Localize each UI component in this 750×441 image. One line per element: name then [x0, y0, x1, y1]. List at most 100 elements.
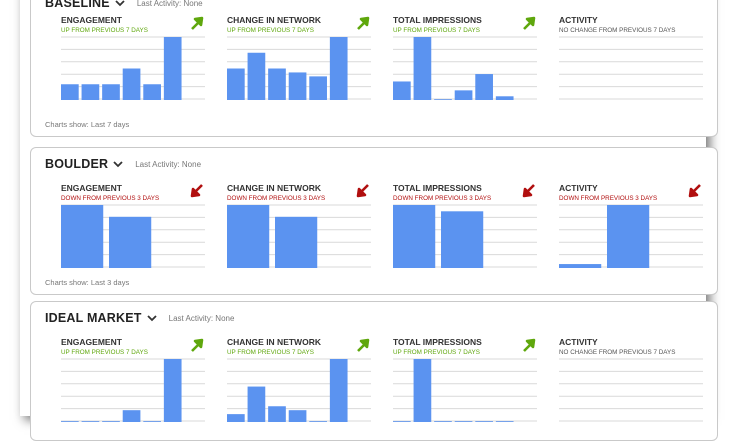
- panel-header: BOULDER Last Activity: None: [45, 156, 201, 172]
- chevron-down-icon[interactable]: [146, 313, 157, 323]
- bar: [495, 421, 514, 422]
- arrow-up-right-icon: [357, 16, 370, 30]
- arrow-up-right-icon: [523, 16, 536, 30]
- bar: [102, 84, 120, 100]
- trend-arrow-icon: [523, 338, 536, 352]
- bar: [275, 216, 318, 268]
- trend-arrow-icon: [357, 16, 370, 30]
- bar: [495, 96, 514, 100]
- metric-status: UP FROM PREVIOUS 7 DAYS: [393, 27, 480, 34]
- bar: [309, 76, 327, 100]
- bar: [393, 421, 411, 422]
- bar-chart: [559, 358, 703, 422]
- metric-total-impressions: TOTAL IMPRESSIONS DOWN FROM PREVIOUS 3 D…: [393, 183, 537, 283]
- bar: [393, 81, 411, 100]
- panel-ideal-market: IDEAL MARKET Last Activity: None ENGAGEM…: [30, 301, 718, 441]
- metric-status: DOWN FROM PREVIOUS 3 DAYS: [227, 195, 326, 202]
- bar-chart: [61, 358, 205, 422]
- bar: [143, 84, 161, 100]
- metric-status: DOWN FROM PREVIOUS 3 DAYS: [61, 195, 160, 202]
- arrow-down-left-icon: [190, 184, 203, 198]
- bar: [434, 421, 452, 422]
- metric-change-in-network: CHANGE IN NETWORK UP FROM PREVIOUS 7 DAY…: [227, 15, 371, 115]
- trend-arrow-icon: [190, 184, 203, 198]
- dashboard-page: BASELINE Last Activity: None ENGAGEMENT …: [20, 0, 718, 441]
- arrow-up-right-icon: [523, 338, 536, 352]
- bar: [607, 205, 650, 268]
- bar: [81, 421, 100, 422]
- panel-header: BASELINE Last Activity: None: [45, 0, 203, 11]
- bar-chart: [393, 36, 537, 100]
- bar: [454, 90, 473, 100]
- metric-title: CHANGE IN NETWORK: [227, 337, 321, 347]
- trend-arrow-icon: [687, 15, 703, 31]
- metric-status: UP FROM PREVIOUS 7 DAYS: [61, 27, 148, 34]
- metric-title: ENGAGEMENT: [61, 337, 122, 347]
- bar: [413, 37, 432, 100]
- arrow-down-left-icon: [522, 184, 535, 198]
- metric-title: ACTIVITY: [559, 15, 598, 25]
- arrow-down-left-icon: [688, 184, 701, 198]
- panel-boulder: BOULDER Last Activity: None ENGAGEMENT D…: [30, 147, 718, 295]
- panel-title: BASELINE: [45, 0, 110, 10]
- metric-title: ENGAGEMENT: [61, 15, 122, 25]
- last-activity: Last Activity: None: [135, 160, 202, 169]
- trend-arrow-icon: [191, 16, 204, 30]
- bar-chart: [227, 204, 371, 268]
- bar: [102, 421, 120, 422]
- chevron-down-icon[interactable]: [115, 0, 125, 8]
- chevron-down-icon[interactable]: [113, 159, 123, 169]
- metric-title: ENGAGEMENT: [61, 183, 122, 193]
- metric-activity: ACTIVITY NO CHANGE FROM PREVIOUS 7 DAYS: [559, 337, 703, 437]
- metric-engagement: ENGAGEMENT DOWN FROM PREVIOUS 3 DAYS: [61, 183, 205, 283]
- bar: [475, 74, 493, 100]
- charts-range-note: Charts show: Last 3 days: [45, 278, 130, 287]
- bar-chart: [559, 36, 703, 100]
- bar: [268, 406, 286, 422]
- metric-status: NO CHANGE FROM PREVIOUS 7 DAYS: [559, 27, 676, 34]
- metric-title: TOTAL IMPRESSIONS: [393, 183, 482, 193]
- bar: [122, 410, 141, 422]
- bar: [61, 421, 79, 422]
- bar: [454, 421, 473, 422]
- metric-total-impressions: TOTAL IMPRESSIONS UP FROM PREVIOUS 7 DAY…: [393, 15, 537, 115]
- metric-title: TOTAL IMPRESSIONS: [393, 15, 482, 25]
- metric-status: UP FROM PREVIOUS 7 DAYS: [227, 349, 314, 356]
- metric-title: TOTAL IMPRESSIONS: [393, 337, 482, 347]
- bar: [475, 421, 493, 422]
- bar: [329, 37, 348, 100]
- bar: [247, 386, 266, 422]
- bar: [227, 68, 245, 100]
- panel-title: BOULDER: [45, 157, 109, 171]
- last-activity: Last Activity: None: [168, 314, 235, 323]
- bar: [81, 84, 100, 100]
- bar: [329, 359, 348, 422]
- metric-title: CHANGE IN NETWORK: [227, 183, 321, 193]
- metric-status: UP FROM PREVIOUS 7 DAYS: [393, 349, 480, 356]
- arrow-down-left-icon: [356, 184, 369, 198]
- metric-status: UP FROM PREVIOUS 7 DAYS: [61, 349, 148, 356]
- bar: [122, 68, 141, 100]
- metric-title: ACTIVITY: [559, 337, 598, 347]
- arrow-up-right-icon: [357, 338, 370, 352]
- metric-change-in-network: CHANGE IN NETWORK UP FROM PREVIOUS 7 DAY…: [227, 337, 371, 437]
- bar: [288, 72, 307, 100]
- metric-engagement: ENGAGEMENT UP FROM PREVIOUS 7 DAYS: [61, 15, 205, 115]
- bar: [163, 37, 182, 100]
- arrow-up-right-icon: [191, 16, 204, 30]
- trend-arrow-icon: [191, 338, 204, 352]
- bar-chart: [61, 204, 205, 268]
- bar: [247, 52, 266, 100]
- metric-status: DOWN FROM PREVIOUS 3 DAYS: [559, 195, 658, 202]
- bar-chart: [227, 358, 371, 422]
- bar: [163, 359, 182, 422]
- bar: [268, 68, 286, 100]
- bar: [61, 84, 79, 100]
- charts-range-note: Charts show: Last 7 days: [45, 120, 130, 129]
- bar: [393, 205, 436, 268]
- bar-chart: [393, 358, 537, 422]
- metric-status: NO CHANGE FROM PREVIOUS 7 DAYS: [559, 349, 676, 356]
- panel-baseline: BASELINE Last Activity: None ENGAGEMENT …: [30, 0, 718, 137]
- metric-activity: ACTIVITY DOWN FROM PREVIOUS 3 DAYS: [559, 183, 703, 283]
- trend-arrow-icon: [688, 184, 701, 198]
